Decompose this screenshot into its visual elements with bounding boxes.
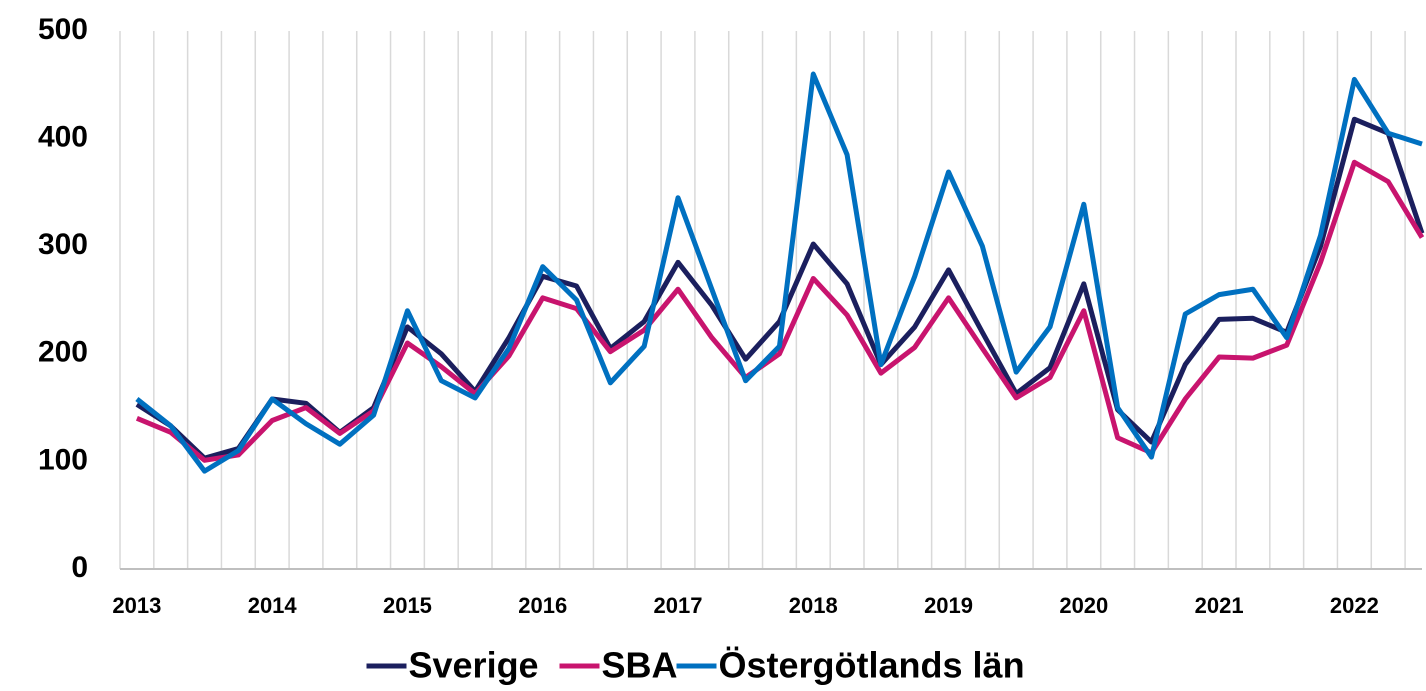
- x-tick-label: 2013: [112, 593, 161, 618]
- x-tick-label: 2020: [1059, 593, 1108, 618]
- series-line: [135, 71, 1423, 474]
- y-tick-label: 500: [38, 13, 88, 46]
- series-line: [135, 116, 1425, 461]
- x-tick-label: 2014: [248, 593, 298, 618]
- y-tick-label: 200: [38, 336, 88, 369]
- x-tick-label: 2019: [924, 593, 973, 618]
- x-tick-label: 2015: [383, 593, 432, 618]
- y-tick-label: 100: [38, 443, 88, 476]
- x-tick-label: 2016: [518, 593, 567, 618]
- legend-label: Sverige: [409, 645, 539, 686]
- y-tick-label: 400: [38, 121, 88, 154]
- legend-label: Östergötlands län: [719, 645, 1025, 686]
- x-tick-label: 2022: [1330, 593, 1379, 618]
- x-tick-label: 2017: [654, 593, 703, 618]
- x-tick-label: 2021: [1195, 593, 1244, 618]
- legend-label: SBA: [602, 645, 678, 686]
- series-line: [135, 159, 1425, 463]
- y-tick-label: 0: [71, 551, 88, 584]
- x-tick-label: 2018: [789, 593, 838, 618]
- y-tick-label: 300: [38, 228, 88, 261]
